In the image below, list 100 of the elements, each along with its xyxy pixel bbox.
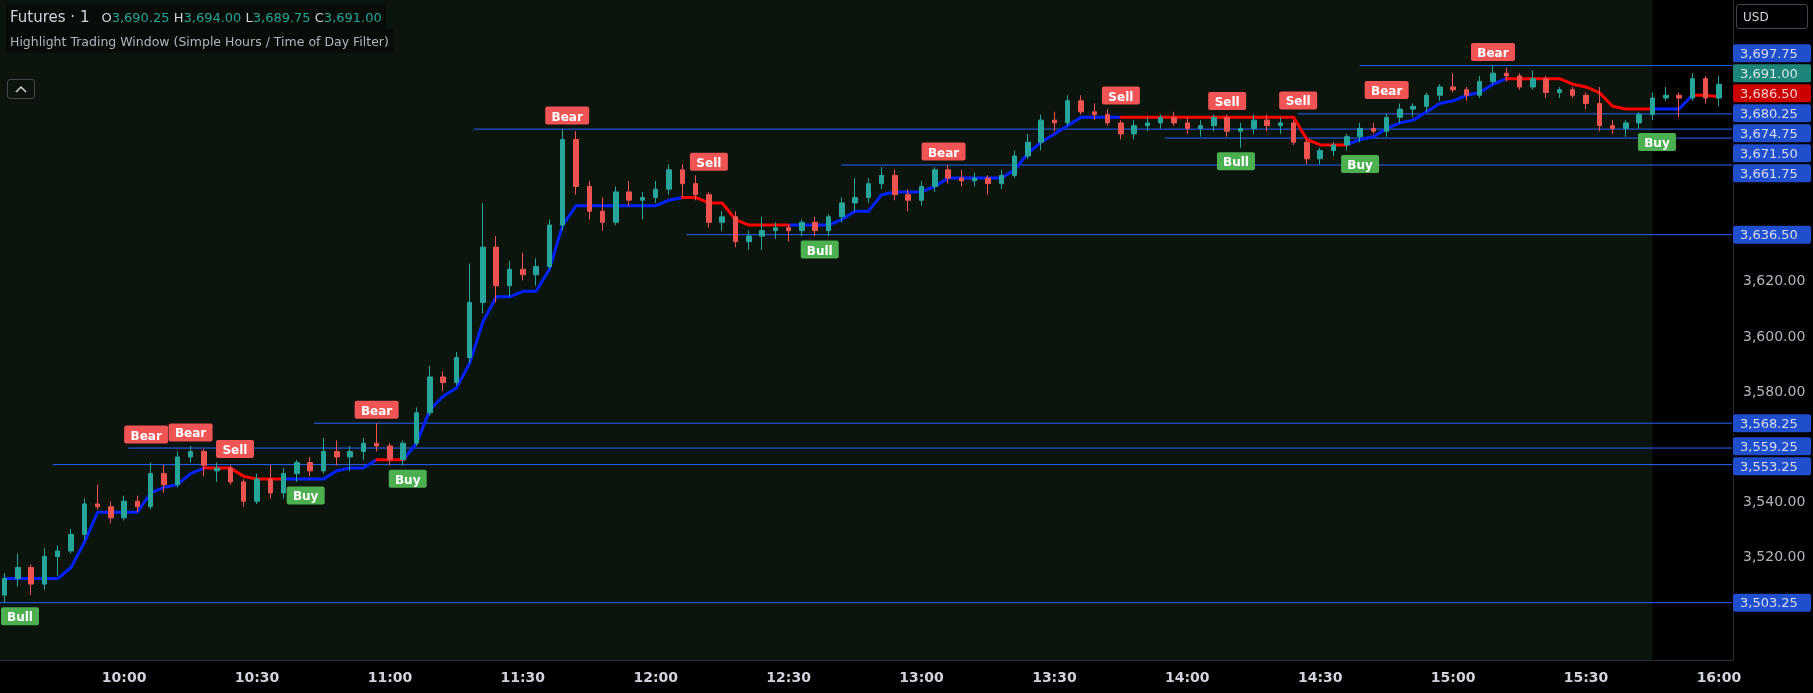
data-label: 3,553.25 bbox=[1740, 458, 1798, 474]
data-label: 3,697.75 bbox=[1740, 45, 1798, 61]
candlestick bbox=[1238, 122, 1243, 149]
candlestick bbox=[400, 439, 406, 466]
candlestick bbox=[1317, 147, 1323, 165]
candlestick bbox=[1171, 111, 1177, 127]
candlestick bbox=[440, 370, 446, 392]
candlestick bbox=[1530, 69, 1536, 91]
candlestick bbox=[1690, 72, 1695, 102]
x-tick-label: 13:00 bbox=[899, 669, 945, 685]
candlestick bbox=[1410, 103, 1416, 118]
candlestick bbox=[866, 177, 871, 204]
candlestick bbox=[1597, 86, 1602, 132]
candlestick bbox=[1052, 111, 1057, 132]
candlestick bbox=[15, 553, 21, 588]
candlestick bbox=[666, 163, 672, 196]
x-tick-label: 12:00 bbox=[633, 669, 679, 685]
candlestick bbox=[892, 169, 898, 201]
candlestick bbox=[188, 445, 193, 464]
candlestick bbox=[1291, 119, 1296, 146]
candlestick bbox=[773, 221, 778, 240]
candlestick bbox=[1636, 111, 1642, 129]
candlestick bbox=[1384, 113, 1389, 138]
candlestick bbox=[1278, 116, 1283, 135]
candlestick bbox=[28, 564, 34, 596]
candlestick bbox=[454, 351, 459, 386]
candlestick bbox=[480, 202, 486, 314]
x-tick-label: 16:00 bbox=[1696, 669, 1742, 685]
candlestick bbox=[321, 437, 326, 475]
annotation: Sell bbox=[1108, 89, 1134, 104]
candlestick bbox=[68, 528, 74, 555]
candlestick bbox=[82, 497, 87, 541]
text: O3,690.25 H3,694.00 L3,689.75 C3,691.00 bbox=[101, 9, 382, 25]
data-label: 3,559.25 bbox=[1740, 438, 1798, 454]
candlestick bbox=[759, 216, 765, 251]
annotation: Highlight Trading Window (Simple Hours / Time of Day Filter) bbox=[10, 33, 389, 49]
candlestick bbox=[228, 464, 233, 486]
y-tick-label: 3,620.00 bbox=[1743, 272, 1806, 289]
candlestick bbox=[1131, 119, 1137, 140]
candlestick bbox=[1703, 75, 1708, 105]
candlestick bbox=[719, 210, 725, 232]
candlestick bbox=[1344, 133, 1350, 151]
annotation: Buy bbox=[1644, 135, 1670, 150]
candlestick bbox=[2, 572, 7, 604]
candlestick bbox=[1490, 65, 1496, 85]
candlestick bbox=[1211, 114, 1217, 132]
candlestick bbox=[1038, 114, 1044, 151]
candlestick bbox=[959, 169, 964, 187]
candlestick bbox=[467, 263, 472, 364]
text: 3,691.00 bbox=[1740, 65, 1798, 81]
y-tick-label: 3,600.00 bbox=[1743, 327, 1806, 344]
annotation: Buy bbox=[394, 472, 421, 487]
candlestick bbox=[1264, 114, 1270, 132]
annotation: Bear bbox=[360, 403, 393, 418]
candlestick bbox=[653, 180, 658, 204]
x-tick-label: 12:30 bbox=[766, 669, 812, 685]
candlestick bbox=[999, 169, 1004, 190]
annotation: Sell bbox=[1285, 94, 1311, 109]
candlestick bbox=[42, 547, 47, 591]
annotation: Bull bbox=[7, 610, 33, 625]
data-label: 3,636.50 bbox=[1740, 227, 1798, 243]
x-tick-label: 11:00 bbox=[367, 669, 413, 685]
candlestick bbox=[905, 188, 911, 212]
data-label: 3,661.75 bbox=[1740, 165, 1798, 181]
candlestick bbox=[374, 422, 379, 453]
annotation: Bear bbox=[174, 426, 207, 441]
candlestick bbox=[1557, 86, 1562, 99]
annotation: Sell bbox=[696, 155, 722, 170]
data-label: 3,674.75 bbox=[1740, 125, 1798, 141]
candlestick bbox=[241, 478, 246, 508]
candlestick bbox=[361, 437, 366, 461]
candlestick bbox=[919, 180, 924, 207]
candlestick bbox=[161, 464, 167, 494]
candlestick bbox=[1570, 86, 1575, 99]
y-tick-label: 3,520.00 bbox=[1743, 548, 1806, 565]
candlestick bbox=[414, 406, 419, 447]
candlestick bbox=[932, 166, 938, 193]
candlestick bbox=[135, 495, 140, 513]
candlestick bbox=[95, 484, 100, 510]
annotation: Bear bbox=[927, 145, 960, 160]
candlestick bbox=[268, 464, 273, 499]
candlestick bbox=[972, 172, 977, 187]
candlestick bbox=[1371, 122, 1376, 135]
candlestick bbox=[387, 442, 393, 466]
candlestick bbox=[839, 196, 845, 223]
candlestick bbox=[1517, 72, 1522, 91]
candlestick bbox=[1397, 103, 1403, 124]
candlestick bbox=[1304, 138, 1310, 165]
candlestick bbox=[1012, 150, 1017, 179]
candlestick bbox=[334, 439, 340, 466]
candlestick bbox=[573, 130, 579, 196]
candlestick bbox=[733, 210, 738, 248]
x-tick-label: 14:00 bbox=[1165, 669, 1210, 685]
annotation: Sell bbox=[222, 443, 248, 458]
candlestick bbox=[254, 473, 260, 505]
candlestick bbox=[281, 467, 286, 499]
annotation: Buy bbox=[292, 489, 319, 504]
candlestick bbox=[294, 459, 300, 483]
x-tick-label: 15:30 bbox=[1563, 669, 1609, 685]
candlestick bbox=[680, 163, 685, 198]
